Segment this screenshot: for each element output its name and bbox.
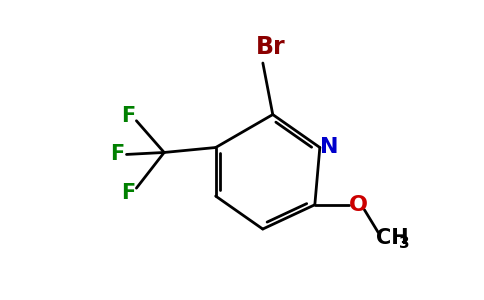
Text: N: N [319,136,338,157]
Text: CH: CH [376,228,408,248]
Text: Br: Br [256,35,286,59]
Text: O: O [349,195,368,215]
Text: 3: 3 [399,236,409,251]
Text: F: F [121,183,136,203]
Text: F: F [121,106,136,126]
Text: F: F [110,144,125,164]
